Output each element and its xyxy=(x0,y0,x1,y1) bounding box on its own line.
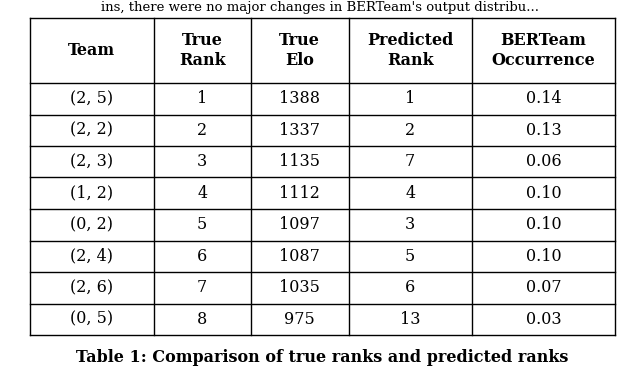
Text: Table 1: Comparison of true ranks and predicted ranks: Table 1: Comparison of true ranks and pr… xyxy=(76,350,569,367)
Text: 6: 6 xyxy=(197,248,207,265)
Text: (2, 4): (2, 4) xyxy=(70,248,113,265)
Text: (1, 2): (1, 2) xyxy=(70,185,113,202)
Text: Predicted
Rank: Predicted Rank xyxy=(367,32,453,70)
Text: 1087: 1087 xyxy=(279,248,320,265)
Text: 0.10: 0.10 xyxy=(525,216,561,233)
Text: 0.14: 0.14 xyxy=(525,90,561,107)
Text: 0.10: 0.10 xyxy=(525,185,561,202)
Text: (2, 3): (2, 3) xyxy=(70,153,113,170)
Text: 7: 7 xyxy=(405,153,415,170)
Text: 0.10: 0.10 xyxy=(525,248,561,265)
Text: True
Elo: True Elo xyxy=(279,32,320,70)
Text: 2: 2 xyxy=(197,122,207,139)
Text: 7: 7 xyxy=(197,279,207,296)
Text: BERTeam
Occurrence: BERTeam Occurrence xyxy=(492,32,595,70)
Text: True
Rank: True Rank xyxy=(179,32,225,70)
Text: 1337: 1337 xyxy=(279,122,320,139)
Text: 1097: 1097 xyxy=(279,216,320,233)
Text: 6: 6 xyxy=(405,279,415,296)
Text: (2, 5): (2, 5) xyxy=(70,90,113,107)
Text: 3: 3 xyxy=(405,216,415,233)
Text: 1: 1 xyxy=(197,90,207,107)
Text: Team: Team xyxy=(68,42,115,59)
Text: 5: 5 xyxy=(197,216,207,233)
Text: 0.06: 0.06 xyxy=(525,153,561,170)
Text: 1035: 1035 xyxy=(279,279,320,296)
Text: (0, 5): (0, 5) xyxy=(70,311,113,328)
Text: 1: 1 xyxy=(405,90,415,107)
Text: 1388: 1388 xyxy=(279,90,320,107)
Text: 0.07: 0.07 xyxy=(525,279,561,296)
Text: 0.03: 0.03 xyxy=(525,311,561,328)
Text: 5: 5 xyxy=(405,248,415,265)
Text: 1135: 1135 xyxy=(279,153,320,170)
Text: 13: 13 xyxy=(400,311,420,328)
Text: 0.13: 0.13 xyxy=(525,122,561,139)
Text: 2: 2 xyxy=(405,122,415,139)
Text: ins, there were no major changes in BERTeam's output distribu...: ins, there were no major changes in BERT… xyxy=(101,0,539,14)
Text: 3: 3 xyxy=(197,153,207,170)
Text: (2, 6): (2, 6) xyxy=(70,279,113,296)
Text: 4: 4 xyxy=(405,185,415,202)
Text: (0, 2): (0, 2) xyxy=(70,216,113,233)
Text: 975: 975 xyxy=(284,311,315,328)
Text: (2, 2): (2, 2) xyxy=(70,122,113,139)
Text: 8: 8 xyxy=(197,311,207,328)
Text: 1112: 1112 xyxy=(279,185,320,202)
Text: 4: 4 xyxy=(197,185,207,202)
